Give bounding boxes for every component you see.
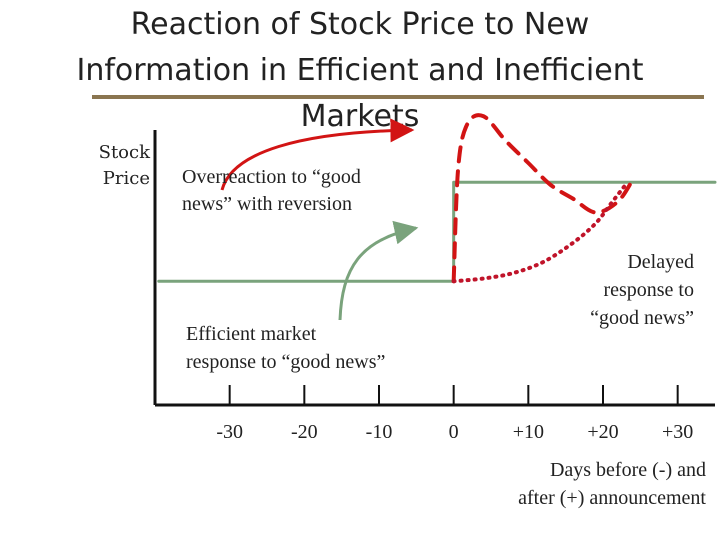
delayed-annotation-line-3: “good news” <box>590 307 694 329</box>
x-tick-label: +20 <box>587 421 618 443</box>
x-tick-label: +10 <box>513 421 544 443</box>
x-tick-label: -10 <box>366 421 393 443</box>
title-line-2: Information in Efficient and Inefficient <box>76 53 644 88</box>
efficient-annotation: Efficient market response to “good news” <box>186 320 385 376</box>
overreaction-callout-arrow <box>220 118 415 191</box>
delayed-annotation: Delayed response to “good news” <box>590 248 694 332</box>
overreaction-annotation: Overreaction to “good news” with reversi… <box>182 164 361 218</box>
overreaction-line <box>451 113 635 284</box>
title-rule <box>92 95 704 99</box>
x-axis-label: Days before (-) and after (+) announceme… <box>518 456 706 512</box>
slide-title: Reaction of Stock Price to New Informati… <box>0 2 720 140</box>
x-tick-label: -30 <box>216 421 243 443</box>
efficient-callout-arrow <box>338 220 419 321</box>
overreaction-annotation-line-2: news” with reversion <box>182 193 352 215</box>
x-tick-label: 0 <box>449 421 459 443</box>
x-tick-label: -20 <box>291 421 318 443</box>
delayed-annotation-line-1: Delayed <box>627 251 694 273</box>
y-axis-label-line-1: Stock <box>98 142 150 163</box>
overreaction-annotation-line-1: Overreaction to “good <box>182 166 361 188</box>
title-line-1: Reaction of Stock Price to New <box>130 7 590 42</box>
y-axis-label: Stock Price <box>80 140 150 192</box>
delayed-annotation-line-2: response to <box>603 279 694 301</box>
y-axis-label-line-2: Price <box>102 168 150 189</box>
x-tick-label: +30 <box>662 421 693 443</box>
x-axis-label-line-2: after (+) announcement <box>518 487 706 509</box>
x-axis-label-line-1: Days before (-) and <box>549 459 706 481</box>
efficient-annotation-line-2: response to “good news” <box>186 351 386 373</box>
delayed-response-line <box>451 183 628 284</box>
efficient-annotation-line-1: Efficient market <box>186 323 317 345</box>
